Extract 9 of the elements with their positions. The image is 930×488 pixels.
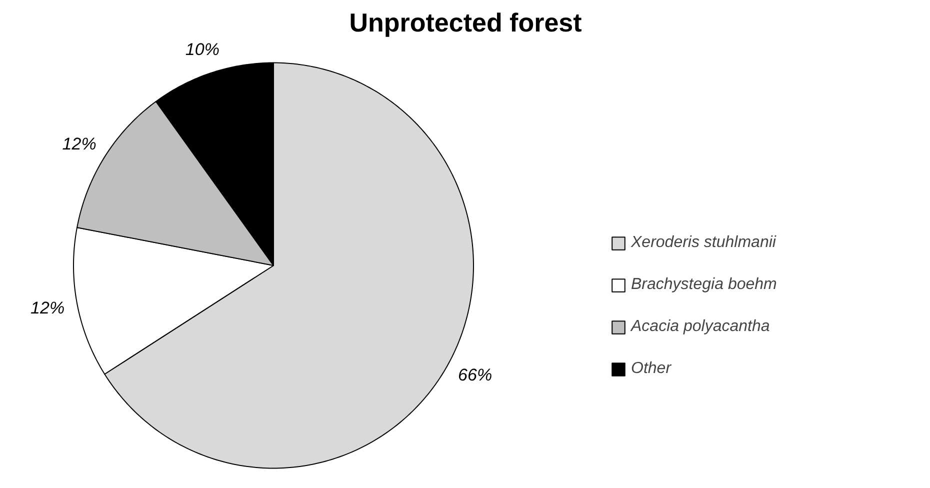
data-label: 12% [62,134,96,154]
legend-label: Acacia polyacantha [631,318,770,336]
chart-title: Unprotected forest [349,8,582,38]
legend-label: Other [631,360,672,378]
data-label: 66% [458,365,492,384]
data-label: 10% [185,40,220,60]
data-label: 12% [30,298,65,318]
legend-label: Xeroderis stuhlmanii [631,234,776,252]
legend-label: Brachystegia boehm [631,276,777,294]
